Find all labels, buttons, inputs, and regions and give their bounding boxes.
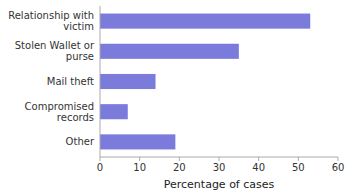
zero-line <box>100 6 101 157</box>
x-tick <box>179 157 180 161</box>
bars <box>100 14 310 150</box>
chart-container: Relationship withvictim Stolen Wallet orp… <box>0 0 350 193</box>
x-tick-label: 60 <box>332 162 345 173</box>
x-tick-label: 30 <box>213 162 226 173</box>
x-tick-label: 10 <box>133 162 146 173</box>
category-label: Stolen Wallet orpurse <box>15 40 95 62</box>
x-tick-label: 50 <box>292 162 305 173</box>
bar <box>100 14 310 29</box>
bar <box>100 44 239 59</box>
bar <box>100 74 156 89</box>
x-tick <box>258 157 259 161</box>
x-tick-label: 20 <box>173 162 186 173</box>
category-label: Mail theft <box>47 76 94 87</box>
x-tick <box>298 157 299 161</box>
x-tick-label: 0 <box>97 162 103 173</box>
category-label: Compromisedrecords <box>25 101 94 123</box>
x-tick-label: 40 <box>252 162 265 173</box>
x-tick <box>219 157 220 161</box>
x-tick <box>100 157 101 161</box>
chart: Relationship withvictim Stolen Wallet orp… <box>0 0 350 193</box>
x-tick <box>338 157 339 161</box>
bar <box>100 134 175 149</box>
x-tick <box>139 157 140 161</box>
category-label: Relationship withvictim <box>8 10 94 32</box>
x-axis-label: Percentage of cases <box>164 178 275 191</box>
category-label: Other <box>66 136 95 147</box>
bar <box>100 104 128 119</box>
